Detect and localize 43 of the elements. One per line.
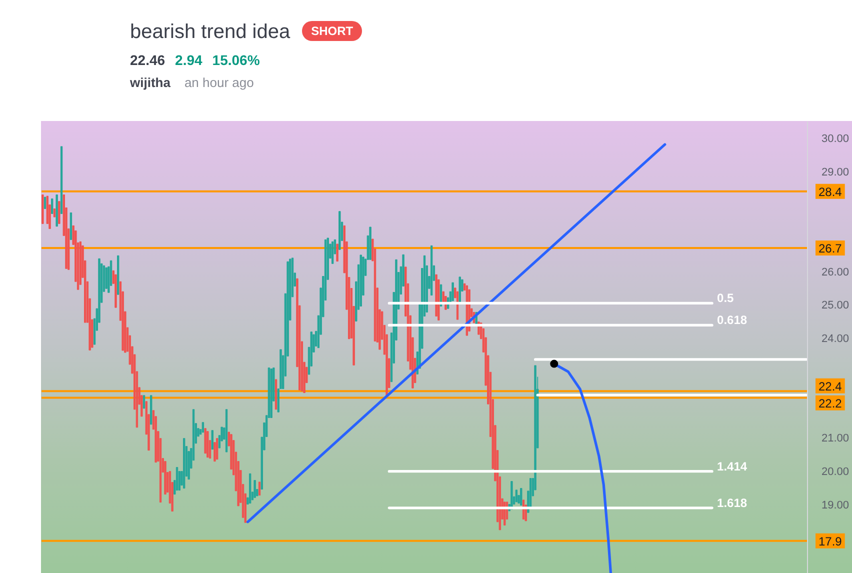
series-label: 1.618 (717, 496, 748, 510)
series-label: 1.414 (717, 459, 748, 474)
ref-line-label: 17.9 (818, 534, 842, 548)
candlestick (51, 198, 54, 214)
candlestick (520, 488, 522, 506)
candlestick (504, 502, 506, 526)
text: an hour ago (184, 75, 254, 90)
ref-line-label: 22.2 (818, 396, 842, 410)
candlestick (202, 422, 204, 433)
y-tick-label: 26.00 (822, 266, 850, 278)
y-tick-label: 21.00 (822, 432, 850, 445)
candlestick (176, 467, 178, 491)
candlestick (211, 430, 214, 450)
text: wijitha (130, 75, 170, 90)
candlestick (515, 490, 518, 502)
candlestick (336, 244, 338, 262)
candlestick (178, 471, 180, 491)
candlestick (214, 442, 216, 462)
y-tick-label: 20.00 (822, 466, 850, 478)
candlestick (142, 394, 146, 409)
ref-line-label: 28.4 (818, 184, 842, 199)
y-tick-label: 19.00 (822, 499, 850, 512)
text: 22.46 (130, 52, 166, 68)
candlestick (216, 438, 218, 460)
candlestick (331, 241, 334, 264)
y-tick-label: 29.00 (822, 166, 850, 178)
chart-title: bearish trend idea (130, 21, 290, 43)
y-tick-label: 24.00 (822, 332, 850, 345)
candlestick (258, 482, 261, 496)
series-label: 0.5 (717, 291, 734, 306)
text: SHORT (302, 21, 362, 41)
candlestick (452, 282, 454, 302)
candlestick (105, 267, 108, 290)
candlestick (58, 200, 60, 224)
series-label: 0.618 (717, 313, 748, 328)
y-tick-label: 30.00 (822, 133, 850, 146)
ref-line-label: 26.7 (818, 241, 842, 256)
text: 2.94 (175, 52, 202, 68)
candlestick (254, 480, 256, 498)
candlestick (44, 196, 46, 210)
text: 15.06% (212, 52, 260, 68)
y-tick-label: 25.00 (822, 300, 850, 312)
ref-line-label: 22.4 (818, 379, 842, 394)
